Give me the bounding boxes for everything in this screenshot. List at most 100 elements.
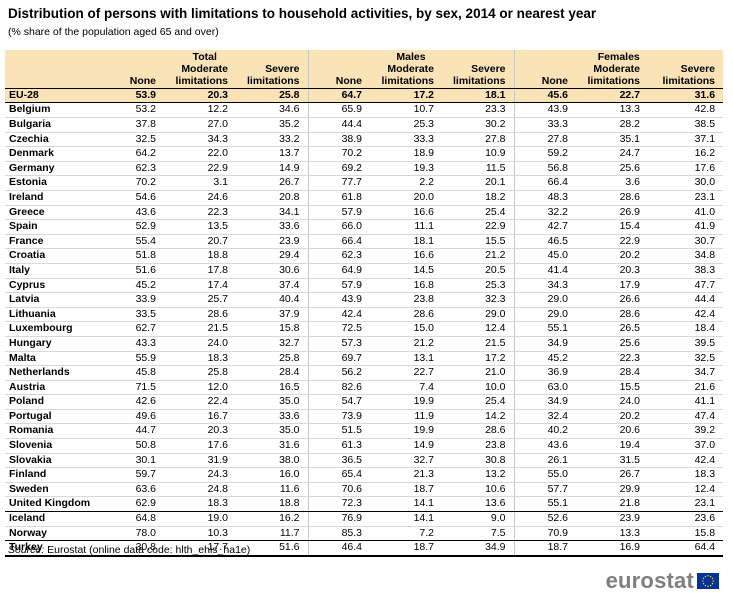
table-cell: 28.6 bbox=[576, 307, 649, 323]
table-row: Cyprus 45.2 17.4 37.4 57.9 16.8 25.3 34.3 17.9 47… bbox=[5, 278, 724, 294]
row-label: Cyprus bbox=[5, 278, 102, 294]
table-cell: 13.2 bbox=[442, 467, 515, 483]
table-cell: 31.9 bbox=[164, 453, 236, 469]
column-header: Moderate bbox=[370, 63, 443, 76]
table-cell: 28.2 bbox=[576, 117, 649, 133]
table-cell: 31.6 bbox=[648, 88, 724, 104]
table-cell: 47.7 bbox=[648, 278, 724, 294]
table-row: Norway 78.0 10.3 11.7 85.3 7.2 7.5 70.9 13.3 15.8 bbox=[5, 526, 724, 542]
table-row: Sweden 63.6 24.8 11.6 70.6 18.7 10.6 57.7 29.9 12… bbox=[5, 482, 724, 498]
table-cell: 3.1 bbox=[164, 175, 236, 191]
table-cell: 35.0 bbox=[236, 394, 309, 410]
column-header: limitations bbox=[576, 75, 649, 89]
table-cell: 23.1 bbox=[648, 496, 724, 513]
table-cell: 33.3 bbox=[514, 117, 577, 133]
column-header: limitations bbox=[370, 75, 443, 89]
table-cell: 33.3 bbox=[370, 132, 443, 148]
table-cell: 66.4 bbox=[514, 175, 577, 191]
row-label: Portugal bbox=[5, 409, 102, 425]
table-cell: 22.3 bbox=[576, 351, 649, 367]
table-cell: 36.9 bbox=[514, 365, 577, 381]
table-cell: 61.3 bbox=[308, 438, 371, 454]
column-header: None bbox=[102, 75, 164, 89]
table-body: EU-28 53.9 20.3 25.8 64.7 17.2 18.1 45.6 22.7 31.… bbox=[5, 88, 724, 557]
table-cell: 33.9 bbox=[102, 292, 164, 308]
flag-star bbox=[709, 584, 712, 587]
table-cell: 62.3 bbox=[308, 248, 371, 264]
table-cell: 65.4 bbox=[308, 467, 371, 483]
table-cell: 20.7 bbox=[164, 234, 236, 250]
table-cell: 33.6 bbox=[236, 219, 309, 235]
table-cell: 71.5 bbox=[102, 380, 164, 396]
table-cell: 23.1 bbox=[648, 190, 724, 206]
table-cell: 30.8 bbox=[442, 453, 515, 469]
table-cell: 13.7 bbox=[236, 146, 309, 162]
table-cell: 18.3 bbox=[164, 351, 236, 367]
table-row: Denmark 64.2 22.0 13.7 70.2 18.9 10.9 59.2 24.7 1… bbox=[5, 146, 724, 162]
table-row: United Kingdom 62.9 18.3 18.8 72.3 14.1 13.6 55… bbox=[5, 496, 724, 513]
table-cell: 70.2 bbox=[308, 146, 371, 162]
table-cell: 16.8 bbox=[370, 278, 443, 294]
table-row: Greece 43.6 22.3 34.1 57.9 16.6 25.4 32.2 26.9 41… bbox=[5, 205, 724, 221]
table-cell: 55.9 bbox=[102, 351, 164, 367]
table-cell: 24.7 bbox=[576, 146, 649, 162]
flag-star bbox=[711, 577, 714, 580]
table-row: Turkey 30.8 17.7 51.6 46.4 18.7 34.9 18.7 16.9 64… bbox=[5, 540, 724, 557]
table-cell: 32.7 bbox=[370, 453, 443, 469]
row-label: Denmark bbox=[5, 146, 102, 162]
flag-star bbox=[702, 577, 705, 580]
table-cell: 13.1 bbox=[370, 351, 443, 367]
table-cell: 20.1 bbox=[442, 175, 515, 191]
table-cell: 43.6 bbox=[514, 438, 577, 454]
flag-star bbox=[702, 580, 704, 582]
table-row: Hungary 43.3 24.0 32.7 57.3 21.2 21.5 34.9 25.6 3… bbox=[5, 336, 724, 352]
table-row: Slovenia 50.8 17.6 31.6 61.3 14.9 23.8 43.6 19.4… bbox=[5, 438, 724, 454]
table-cell: 28.6 bbox=[164, 307, 236, 323]
row-label: Turkey bbox=[5, 540, 102, 557]
table-cell: 51.8 bbox=[102, 248, 164, 264]
table-cell: 21.8 bbox=[576, 496, 649, 513]
table-cell: 22.9 bbox=[164, 161, 236, 177]
table-row: Portugal 49.6 16.7 33.6 73.9 11.9 14.2 32.4 20.2… bbox=[5, 409, 724, 425]
source-label: Source: bbox=[8, 544, 45, 556]
flag-star bbox=[704, 584, 707, 587]
flag-star bbox=[707, 575, 709, 577]
table-cell: 53.2 bbox=[102, 102, 164, 118]
table-cell: 12.4 bbox=[648, 482, 724, 498]
table-cell: 53.9 bbox=[102, 88, 164, 104]
table-cell: 20.0 bbox=[370, 190, 443, 206]
table-cell: 24.8 bbox=[164, 482, 236, 498]
row-label: Sweden bbox=[5, 482, 102, 498]
table-cell: 59.2 bbox=[514, 146, 577, 162]
table-cell: 25.7 bbox=[164, 292, 236, 308]
table-cell: 21.3 bbox=[370, 467, 443, 483]
table-cell: 17.6 bbox=[164, 438, 236, 454]
table-cell: 57.9 bbox=[308, 278, 371, 294]
table-cell: 18.9 bbox=[370, 146, 443, 162]
table-cell: 25.8 bbox=[236, 351, 309, 367]
table-cell: 32.5 bbox=[102, 132, 164, 148]
table-cell: 41.1 bbox=[648, 394, 724, 410]
table-cell: 21.2 bbox=[442, 248, 515, 264]
table-cell: 72.3 bbox=[308, 496, 371, 513]
table-cell: 62.7 bbox=[102, 321, 164, 337]
table-cell: 82.6 bbox=[308, 380, 371, 396]
table-cell: 16.9 bbox=[576, 540, 649, 557]
table-cell: 54.7 bbox=[308, 394, 371, 410]
table-cell: 57.7 bbox=[514, 482, 577, 498]
table-cell: 15.8 bbox=[236, 321, 309, 337]
table-cell: 25.4 bbox=[442, 205, 515, 221]
row-label: Norway bbox=[5, 526, 102, 542]
table-cell: 7.2 bbox=[370, 526, 443, 542]
table-cell: 45.6 bbox=[514, 88, 577, 104]
table-cell: 16.7 bbox=[164, 409, 236, 425]
table-cell: 42.4 bbox=[648, 307, 724, 323]
table-cell: 34.3 bbox=[164, 132, 236, 148]
table-row: Spain 52.9 13.5 33.6 66.0 11.1 22.9 42.7 15.4 41.… bbox=[5, 219, 724, 235]
table-cell: 43.3 bbox=[102, 336, 164, 352]
table-cell: 23.6 bbox=[648, 511, 724, 527]
table-cell: 65.9 bbox=[308, 102, 371, 118]
table-cell: 18.7 bbox=[370, 540, 443, 557]
table-cell: 19.4 bbox=[576, 438, 649, 454]
table-cell: 11.6 bbox=[236, 482, 309, 498]
